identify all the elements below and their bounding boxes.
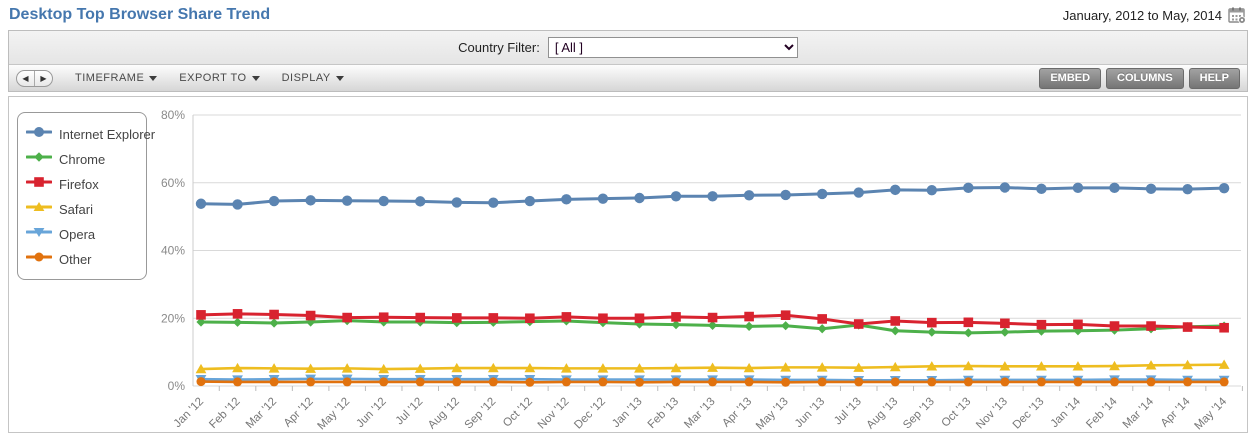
svg-text:Jul '12: Jul '12 [394, 396, 426, 428]
country-filter-select[interactable]: [ All ] [547, 37, 798, 58]
control-box: Country Filter: [ All ] ◀ ▶ TIMEFRAME EX… [8, 30, 1248, 92]
line-diamond-marker-icon [25, 150, 53, 169]
legend-label: Safari [59, 202, 93, 217]
legend-label: Opera [59, 227, 96, 242]
chart-panel: Internet Explorer Chrome Firefox Safari … [8, 96, 1248, 433]
chevron-down-icon [149, 75, 158, 81]
page-title: Desktop Top Browser Share Trend [9, 6, 271, 23]
date-range-label: January, 2012 to May, 2014 [1062, 7, 1222, 23]
svg-text:Feb '13: Feb '13 [646, 396, 681, 431]
svg-text:Oct '13: Oct '13 [939, 396, 973, 430]
svg-text:Dec '12: Dec '12 [572, 396, 608, 432]
nav-divider [34, 70, 35, 86]
svg-text:Apr '14: Apr '14 [1159, 395, 1193, 429]
legend-item-internet-explorer: Internet Explorer [25, 122, 155, 147]
line-circle-marker-icon [25, 250, 53, 269]
svg-text:Jun '13: Jun '13 [793, 396, 827, 430]
legend-item-safari: Safari [25, 197, 138, 222]
legend-label: Internet Explorer [59, 127, 156, 142]
svg-text:40%: 40% [161, 244, 185, 258]
timeframe-nav: ◀ ▶ [16, 69, 53, 87]
svg-text:Jul '13: Jul '13 [832, 396, 864, 428]
chart-legend: Internet Explorer Chrome Firefox Safari … [17, 112, 155, 280]
svg-text:May '12: May '12 [316, 396, 353, 432]
svg-text:80%: 80% [161, 108, 185, 122]
svg-text:Feb '12: Feb '12 [207, 396, 242, 431]
line-square-marker-icon [25, 175, 53, 194]
svg-text:Mar '14: Mar '14 [1121, 395, 1157, 431]
export-to-menu[interactable]: EXPORT TO [179, 72, 260, 84]
svg-text:Apr '13: Apr '13 [720, 396, 754, 430]
chevron-down-icon [335, 75, 344, 81]
svg-text:Nov '13: Nov '13 [974, 396, 1010, 432]
svg-text:60%: 60% [161, 176, 185, 190]
svg-text:Mar '12: Mar '12 [244, 396, 279, 431]
svg-text:Apr '12: Apr '12 [282, 396, 316, 430]
svg-text:Jun '12: Jun '12 [354, 396, 388, 430]
country-filter-bar: Country Filter: [ All ] [9, 31, 1247, 64]
line-triangle-down-marker-icon [25, 225, 53, 244]
svg-text:20%: 20% [161, 311, 185, 325]
legend-item-chrome: Chrome [25, 147, 138, 172]
calendar-icon[interactable] [1228, 7, 1247, 24]
next-arrow-button[interactable]: ▶ [40, 73, 47, 83]
svg-text:0%: 0% [168, 379, 186, 393]
country-filter-label: Country Filter: [458, 40, 540, 55]
svg-text:Mar '13: Mar '13 [682, 396, 717, 431]
legend-item-opera: Opera [25, 222, 138, 247]
display-menu-label: DISPLAY [281, 72, 331, 84]
embed-button[interactable]: EMBED [1039, 67, 1102, 89]
svg-text:Aug '13: Aug '13 [865, 396, 901, 432]
line-triangle-up-marker-icon [25, 200, 53, 219]
legend-label: Other [59, 252, 92, 267]
columns-button[interactable]: COLUMNS [1106, 67, 1184, 89]
svg-text:Feb '14: Feb '14 [1084, 395, 1120, 431]
timeframe-menu[interactable]: TIMEFRAME [75, 72, 158, 84]
svg-text:Jan '12: Jan '12 [172, 396, 206, 430]
legend-item-firefox: Firefox [25, 172, 138, 197]
timeframe-menu-label: TIMEFRAME [75, 72, 145, 84]
export-to-menu-label: EXPORT TO [179, 72, 247, 84]
trend-line-chart: 0%20%40%60%80%Jan '12 Feb '12 Mar '12 Apr '… [161, 108, 1243, 432]
svg-text:May '14: May '14 [1193, 395, 1230, 432]
date-range-control: January, 2012 to May, 2014 [1063, 7, 1247, 24]
toolbar: ◀ ▶ TIMEFRAME EXPORT TO DISPLAY EMBED CO… [9, 64, 1247, 91]
prev-arrow-button[interactable]: ◀ [22, 73, 29, 83]
display-menu[interactable]: DISPLAY [282, 72, 344, 84]
legend-label: Firefox [59, 177, 99, 192]
help-button[interactable]: HELP [1188, 67, 1240, 89]
chevron-down-icon [251, 75, 260, 81]
line-circle-marker-icon [25, 125, 53, 144]
svg-text:Jan '14: Jan '14 [1049, 395, 1084, 430]
legend-label: Chrome [59, 152, 106, 167]
legend-item-other: Other [25, 247, 138, 272]
svg-text:Nov '12: Nov '12 [536, 396, 572, 432]
svg-text:May '13: May '13 [754, 396, 791, 432]
svg-text:Dec '13: Dec '13 [1011, 396, 1047, 432]
svg-text:Sep '13: Sep '13 [901, 396, 937, 432]
svg-text:Sep '12: Sep '12 [463, 396, 499, 432]
svg-text:Jan '13: Jan '13 [610, 396, 644, 430]
svg-text:Oct '12: Oct '12 [501, 396, 535, 430]
header: Desktop Top Browser Share Trend January,… [0, 0, 1256, 30]
svg-text:Aug '12: Aug '12 [426, 396, 462, 432]
